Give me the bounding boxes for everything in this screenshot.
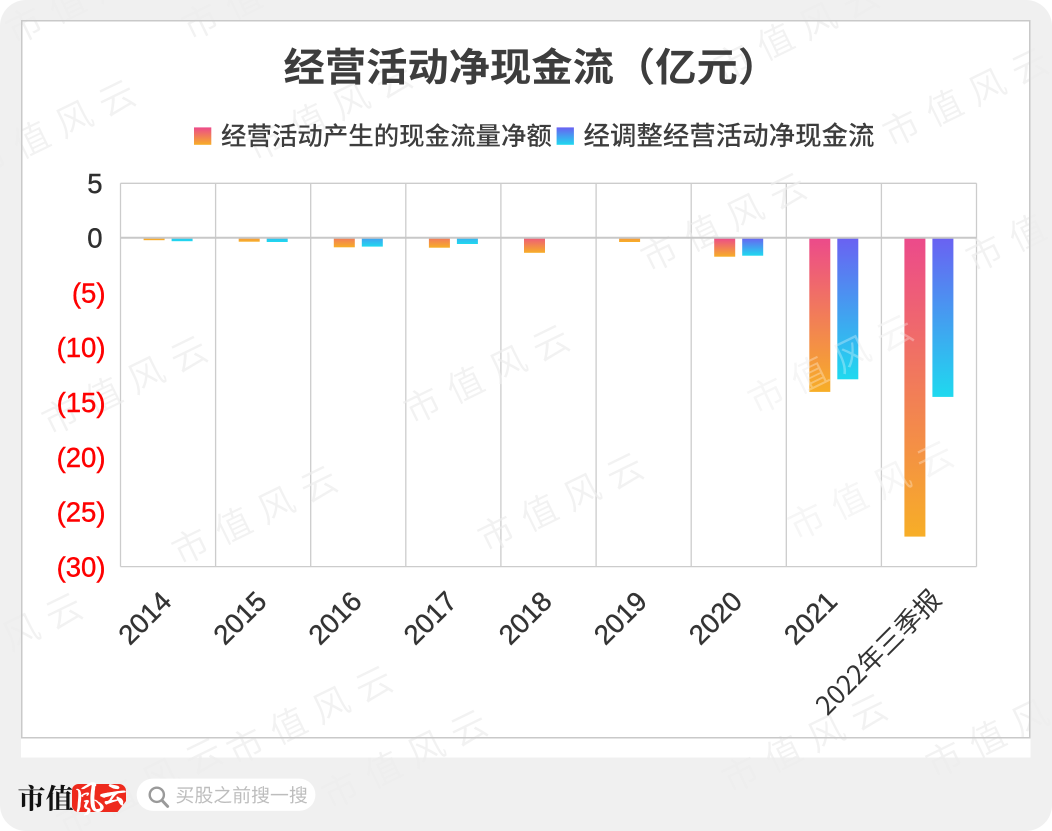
svg-text:(15): (15) [57, 387, 106, 418]
svg-text:(20): (20) [57, 442, 106, 473]
svg-text:5: 5 [87, 168, 102, 199]
svg-text:(30): (30) [57, 551, 106, 582]
svg-text:(25): (25) [57, 497, 106, 528]
svg-text:(5): (5) [72, 277, 106, 308]
svg-text:0: 0 [87, 223, 102, 254]
svg-text:(10): (10) [57, 332, 106, 363]
